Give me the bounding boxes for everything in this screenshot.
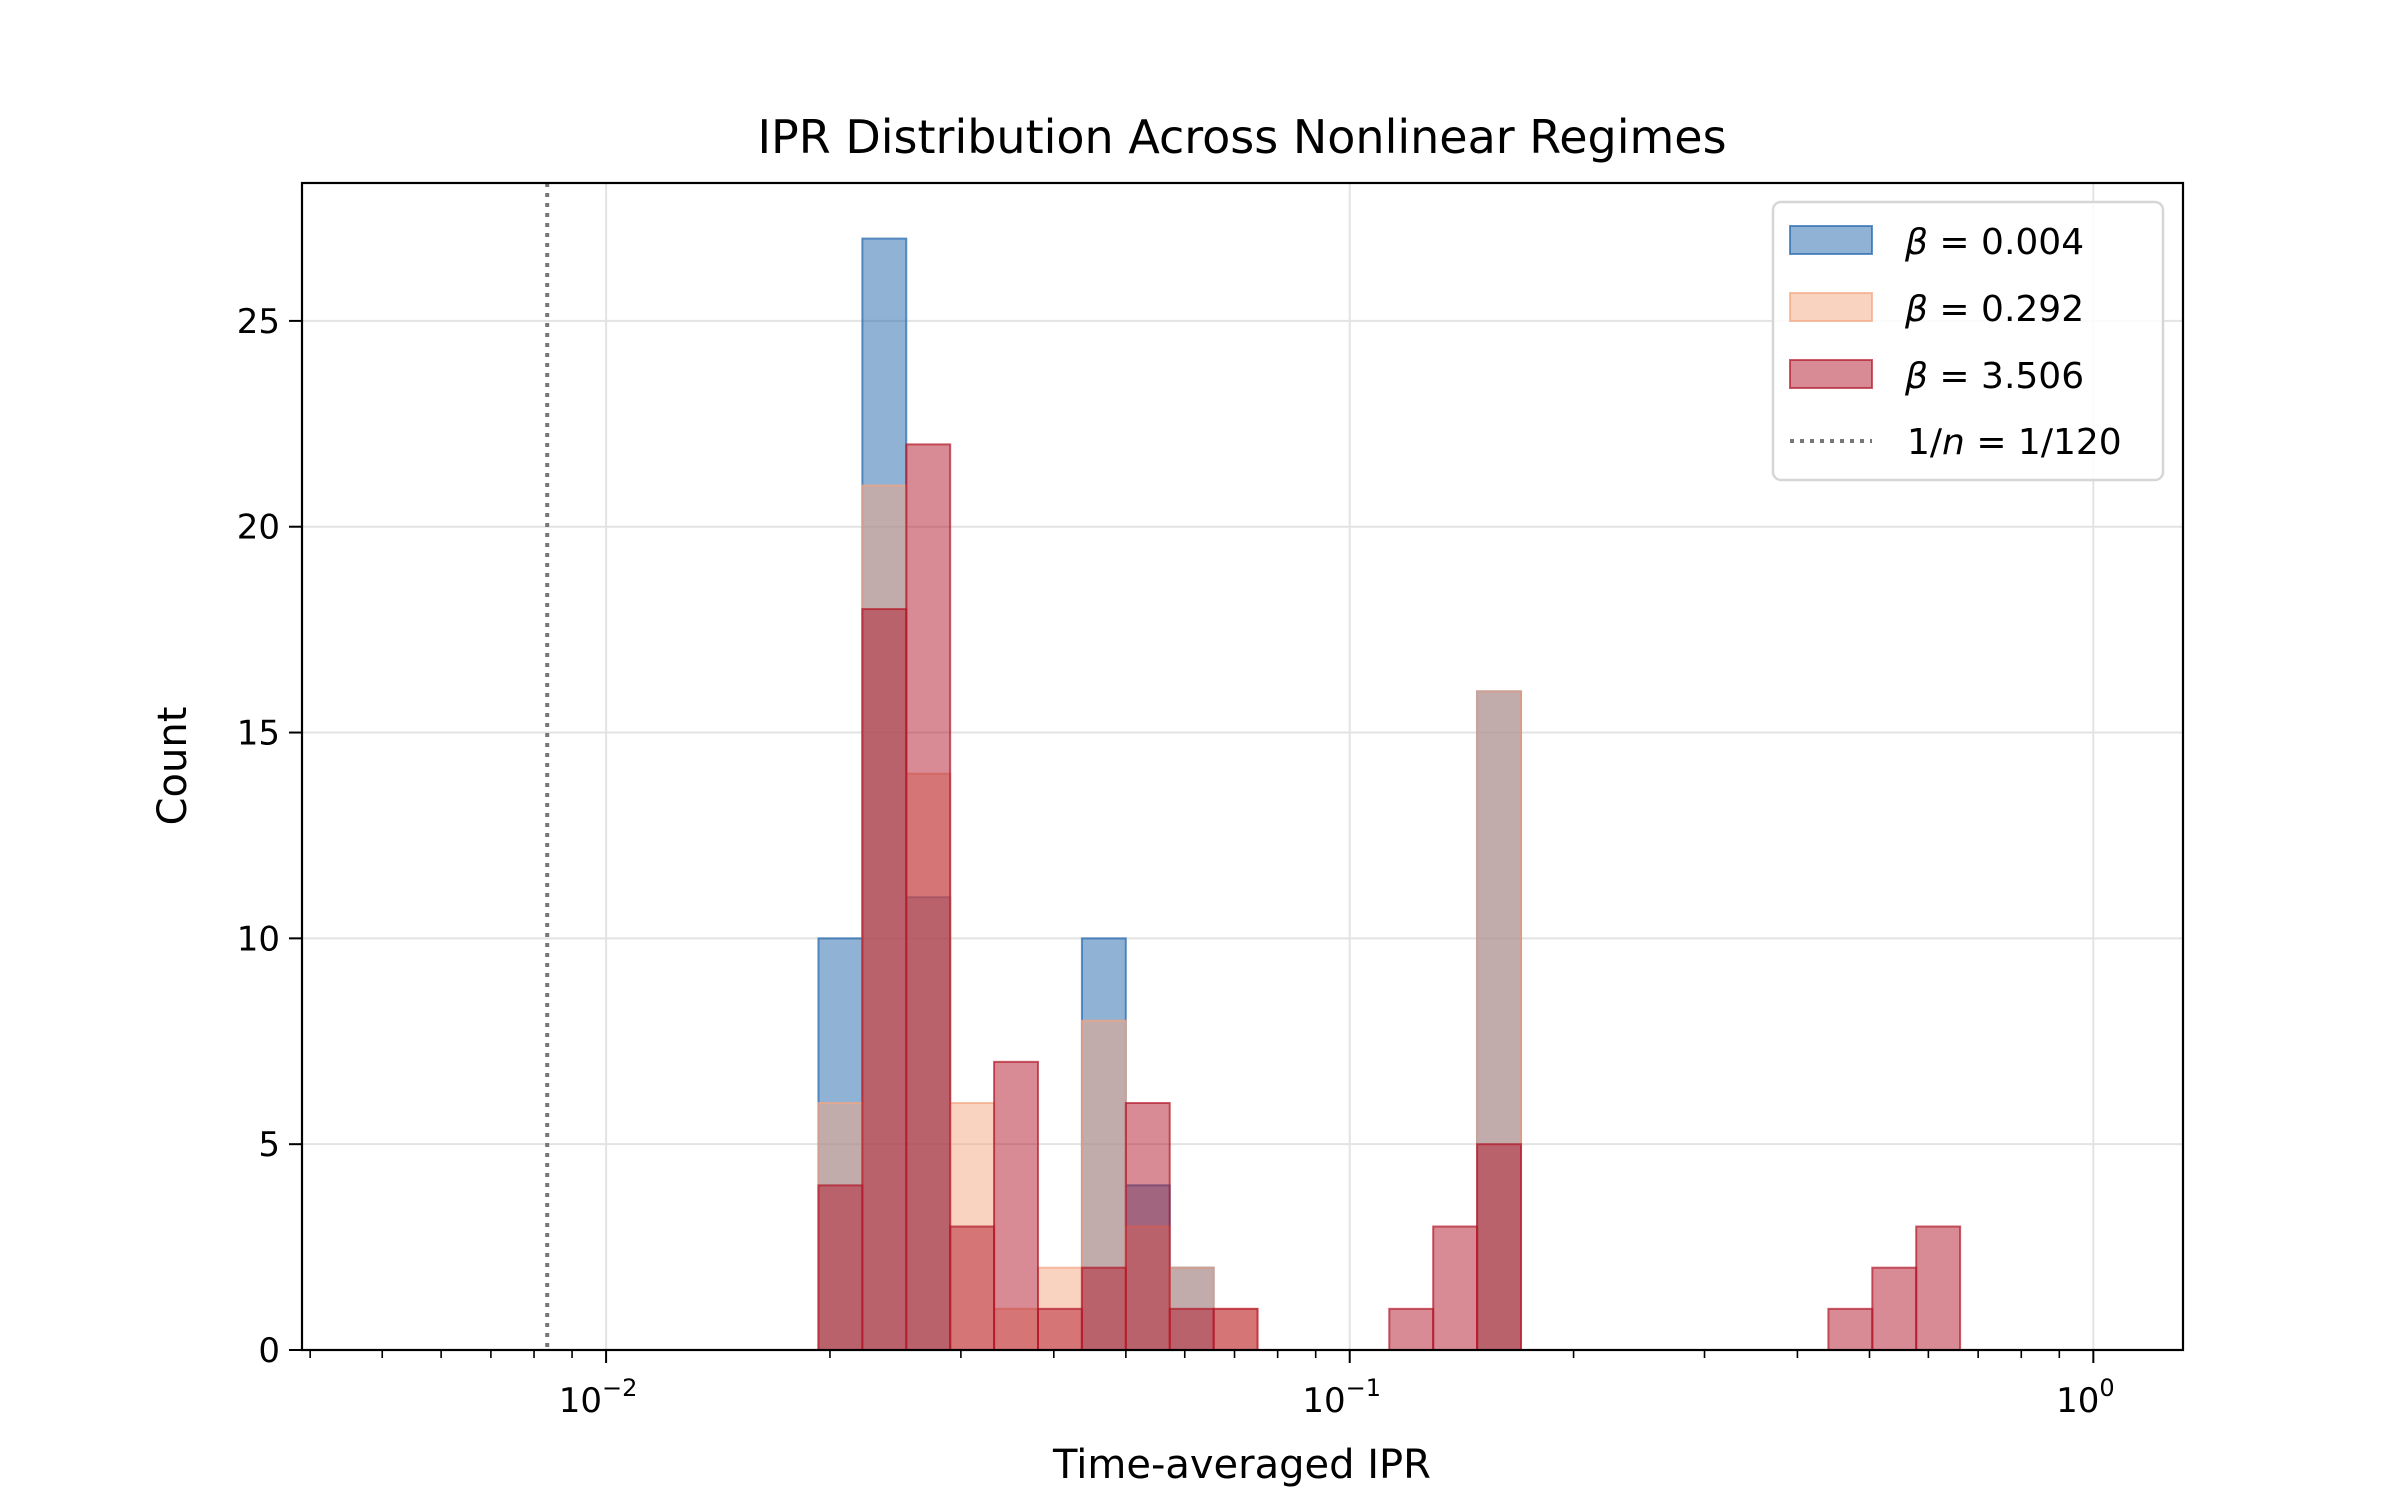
histogram-bar-series-2 xyxy=(1080,1266,1127,1352)
legend-label: β = 0.004 xyxy=(1904,222,2084,263)
legend-swatch xyxy=(1789,292,1873,322)
histogram-bar-series-2 xyxy=(905,443,952,1351)
y-tick-label: 10 xyxy=(237,919,280,959)
legend-swatch xyxy=(1789,359,1873,389)
histogram-bar-series-2 xyxy=(1168,1307,1215,1351)
histogram-bar-series-2 xyxy=(817,1184,864,1351)
histogram-bar-series-2 xyxy=(861,608,908,1351)
y-tick-label: 20 xyxy=(237,508,280,548)
histogram-bar-series-2 xyxy=(1388,1307,1435,1351)
legend-swatch xyxy=(1789,225,1873,255)
histogram-bar-series-2 xyxy=(1212,1307,1259,1351)
x-axis-label: Time-averaged IPR xyxy=(1052,1442,1431,1488)
legend-box xyxy=(1771,200,2165,482)
histogram-bar-series-2 xyxy=(949,1225,996,1351)
y-tick-label: 25 xyxy=(237,302,280,342)
histogram-bar-series-2 xyxy=(1827,1307,1874,1351)
histogram-bar-series-2 xyxy=(1476,1143,1523,1352)
legend-label: 1/n = 1/120 xyxy=(1907,422,2122,463)
y-tick-label: 15 xyxy=(237,714,280,754)
x-tick-label: 10−2 xyxy=(559,1374,638,1421)
chart-title: IPR Distribution Across Nonlinear Regime… xyxy=(757,110,1726,164)
legend-label: β = 3.506 xyxy=(1904,356,2084,397)
legend: β = 0.004 β = 0.292 β = 3.506 1/n = 1/120 xyxy=(1771,200,2165,482)
x-axis-ticks: 10−2 10−1 100 xyxy=(309,1350,2115,1421)
histogram-bar-series-2 xyxy=(993,1060,1039,1351)
y-tick-label: 0 xyxy=(258,1331,280,1371)
histogram-bar-series-2 xyxy=(1124,1102,1171,1351)
y-axis-ticks: 0 5 10 15 20 25 xyxy=(237,302,302,1371)
plot-frame xyxy=(300,181,2185,1352)
histogram-bar-series-2 xyxy=(1915,1225,1962,1351)
x-tick-label: 100 xyxy=(2056,1374,2115,1421)
y-tick-label: 5 xyxy=(258,1125,280,1165)
legend-label: β = 0.292 xyxy=(1904,289,2084,330)
histogram-bar-series-2 xyxy=(1036,1307,1083,1351)
histogram-bar-series-2 xyxy=(1871,1266,1918,1352)
histogram-bar-series-2 xyxy=(1432,1225,1479,1351)
x-tick-label: 10−1 xyxy=(1302,1374,1381,1421)
y-axis-label: Count xyxy=(150,707,196,826)
